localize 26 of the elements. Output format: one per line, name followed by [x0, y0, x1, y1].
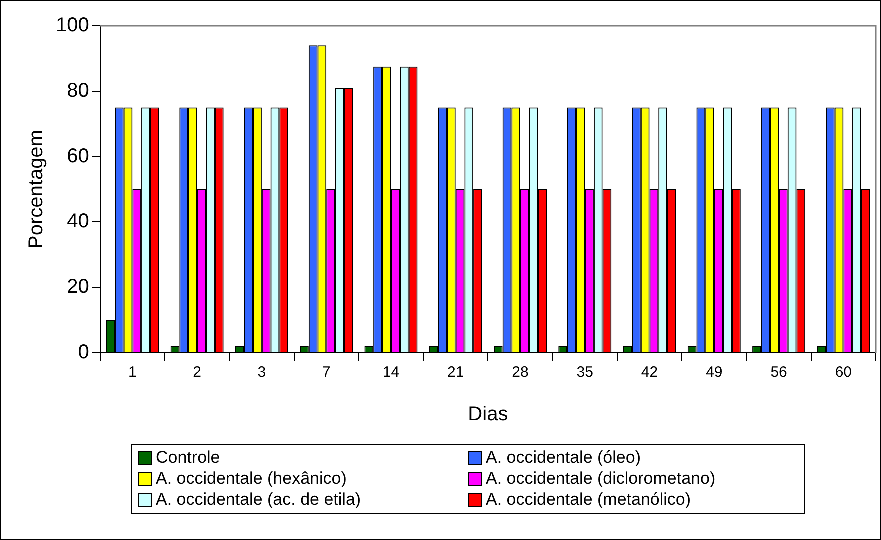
y-tick-label: 80 [67, 80, 90, 102]
x-tick-label: 2 [193, 364, 202, 382]
x-tick-label: 49 [706, 364, 723, 382]
y-tick-label: 40 [67, 210, 90, 233]
x-tick-label: 60 [835, 364, 852, 382]
x-tick-label: 1 [128, 364, 137, 382]
legend-label: A. occidentale (hexânico) [156, 469, 347, 489]
x-tick-label: 56 [770, 364, 788, 382]
legend-label: A. occidentale (metanólico) [486, 490, 692, 510]
legend-label: Controle [156, 448, 220, 468]
x-tick-label: 14 [382, 364, 400, 382]
y-tick-label: 60 [67, 145, 90, 168]
x-tick-label: 35 [576, 364, 594, 382]
x-tick-label: 42 [641, 364, 658, 382]
x-tick-label: 28 [512, 364, 529, 382]
x-tick-label: 3 [258, 364, 266, 382]
x-tick-label: 21 [448, 364, 464, 382]
x-axis-title: Dias [468, 404, 508, 426]
legend-label: A. occidentale (óleo) [486, 448, 641, 468]
y-axis-title: Porcentagem [26, 130, 48, 249]
legend-label: A. occidentale (diclorometano) [486, 469, 716, 489]
y-tick-label: 100 [56, 14, 90, 37]
y-tick-label: 0 [78, 342, 90, 364]
y-tick-label: 20 [67, 276, 90, 298]
x-tick-label: 7 [322, 364, 331, 382]
legend-label: A. occidentale (ac. de etila) [156, 490, 362, 510]
